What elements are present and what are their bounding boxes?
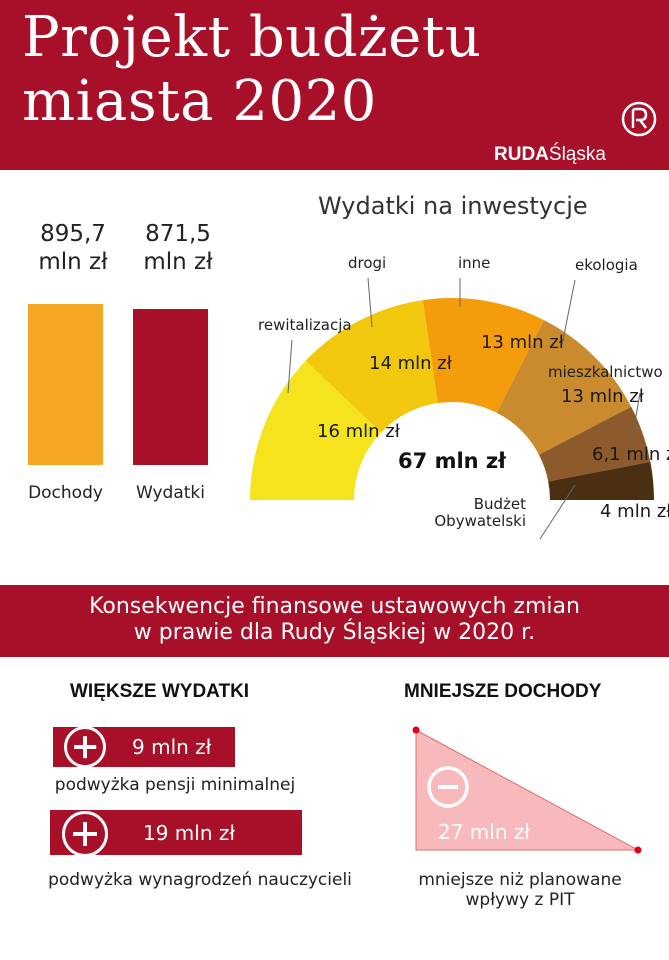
slice-name-label: rewitalizacja xyxy=(258,316,352,334)
slice-0 xyxy=(250,360,381,500)
title-line-1: Projekt budżetu xyxy=(22,5,482,70)
leader-line xyxy=(561,279,576,346)
leader-line xyxy=(539,484,576,540)
slice-value-label: 4 mln zł xyxy=(600,501,669,522)
chart-title: Wydatki na inwestycje xyxy=(318,192,588,220)
title-line-2: miasta 2020 xyxy=(22,69,377,134)
slice-1 xyxy=(305,300,438,433)
header-banner: Projekt budżetu miasta 2020 RUDAŚląska xyxy=(0,0,669,170)
expense-label: Wydatki xyxy=(135,483,205,503)
revenue-loss-desc-line-2: wpływy z PIT xyxy=(465,890,575,910)
revenue-value: 895,7 mln zł xyxy=(28,220,118,276)
logo-bold: RUDA xyxy=(494,144,549,165)
slice-name-label: ekologia xyxy=(575,256,638,274)
less-revenue-heading: MNIEJSZE DOCHODY xyxy=(404,681,602,702)
revenue-bar xyxy=(28,304,103,465)
logo-rest: Śląska xyxy=(548,144,606,165)
expense-number: 871,5 xyxy=(145,221,211,247)
slice-name-label: mieszkalnictwo xyxy=(548,363,663,381)
slice-value-label: 16 mln zł xyxy=(317,421,401,442)
slice-name-label: drogi xyxy=(348,254,386,272)
slice-name-label: Budżet Obywatelski xyxy=(434,495,526,530)
revenue-number: 895,7 xyxy=(40,221,106,247)
city-logo-icon xyxy=(621,101,657,137)
revenue-unit: mln zł xyxy=(38,249,108,275)
slice-3 xyxy=(496,320,632,455)
slice-2 xyxy=(422,298,545,413)
consequences-line-2: w prawie dla Rudy Śląskiej w 2020 r. xyxy=(133,620,536,645)
minus-icon xyxy=(427,766,469,808)
revenue-label: Dochody xyxy=(28,483,103,503)
slice-name-label: inne xyxy=(458,254,490,272)
city-logo-text: RUDAŚląska xyxy=(494,144,606,166)
expense-item-1-value: 9 mln zł xyxy=(132,735,212,759)
chart-center-total: 67 mln zł xyxy=(398,449,507,473)
slice-5 xyxy=(548,461,654,500)
leader-line xyxy=(367,277,373,328)
revenue-loss-triangle xyxy=(412,726,642,854)
consequences-line-1: Konsekwencje finansowe ustawowych zmian xyxy=(89,594,580,619)
plus-icon xyxy=(62,811,108,857)
consequences-band xyxy=(0,585,669,657)
expense-item-2-desc: podwyżka wynagrodzeń nauczycieli xyxy=(48,870,352,890)
slice-value-label: 14 mln zł xyxy=(369,353,453,374)
page-title: Projekt budżetu miasta 2020 xyxy=(22,6,481,134)
slice-value-label: 13 mln zł xyxy=(481,332,565,353)
leader-line xyxy=(630,392,641,446)
expense-value: 871,5 mln zł xyxy=(133,220,223,276)
slice-value-label: 13 mln zł xyxy=(561,386,645,407)
slice-4 xyxy=(538,406,651,482)
expense-item-2-value: 19 mln zł xyxy=(143,821,236,845)
revenue-loss-desc: mniejsze niż planowane wpływy z PIT xyxy=(395,870,645,910)
expense-bar xyxy=(133,309,208,465)
revenue-loss-desc-line-1: mniejsze niż planowane xyxy=(418,870,622,890)
expense-item-1-desc: podwyżka pensji minimalnej xyxy=(54,775,296,795)
consequences-heading: Konsekwencje finansowe ustawowych zmian … xyxy=(0,594,669,646)
leader-line xyxy=(287,339,293,394)
revenue-loss-value: 27 mln zł xyxy=(438,820,531,844)
slice-value-label: 6,1 mln zł xyxy=(592,444,669,465)
plus-icon xyxy=(64,726,106,768)
more-expenses-heading: WIĘKSZE WYDATKI xyxy=(70,681,250,702)
expense-unit: mln zł xyxy=(143,249,213,275)
